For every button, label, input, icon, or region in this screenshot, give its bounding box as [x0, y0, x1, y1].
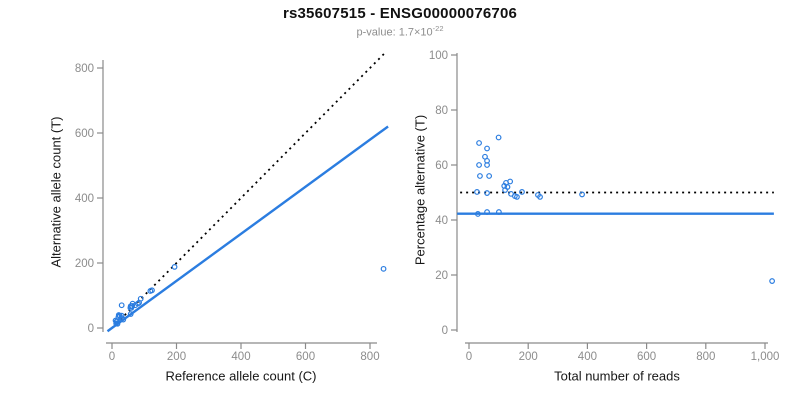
data-point [495, 134, 502, 141]
left-x-tick-label: 200 [167, 351, 186, 363]
left-x-tick-label: 400 [231, 351, 250, 363]
data-point [502, 187, 509, 193]
right-y-tick-label: 20 [435, 270, 448, 282]
data-point [171, 264, 178, 270]
data-point [769, 278, 776, 284]
right-points [474, 134, 776, 284]
data-point [380, 265, 387, 272]
identity-line [111, 51, 387, 329]
left-y-axis-title: Alternative allele count (T) [48, 116, 64, 268]
data-point [474, 189, 480, 195]
right-x-axis-title: Total number of reads [554, 368, 680, 384]
left-x-tick-label: 0 [109, 351, 115, 363]
left-x-axis-title: Reference allele count (C) [165, 368, 317, 384]
pvalue-subtitle: p-value: 1.7×10-22 [0, 24, 800, 39]
data-point [579, 191, 585, 198]
left-x-tick-label: 600 [296, 351, 315, 363]
data-point [474, 211, 481, 217]
data-point [519, 189, 525, 195]
data-point [119, 315, 125, 322]
left-y-tick-label: 800 [75, 63, 94, 75]
left-y-tick-label: 400 [75, 193, 94, 205]
data-point [486, 173, 493, 179]
right-y-axis-title: Percentage alternative (T) [412, 114, 428, 266]
data-point [484, 162, 490, 168]
data-point [118, 302, 125, 309]
right-y-tick-label: 100 [429, 50, 448, 62]
data-point [476, 162, 482, 168]
data-point [149, 287, 155, 294]
pvalue-base: 1.7×10 [398, 26, 433, 39]
right-x-tick-label: 200 [519, 351, 538, 363]
pvalue-label: p-value: [356, 26, 396, 39]
data-point [137, 295, 144, 302]
right-y-tick-label: 40 [435, 215, 448, 227]
right-x-tick-label: 1,000 [751, 351, 780, 363]
right-x-tick-label: 600 [637, 351, 656, 363]
data-point [476, 140, 482, 146]
right-y-tick-label: 80 [435, 105, 448, 117]
data-point [114, 320, 121, 327]
data-point [484, 190, 490, 196]
data-point [127, 311, 134, 317]
data-point [477, 173, 483, 179]
data-point [484, 209, 490, 215]
right-x-tick-label: 0 [466, 351, 472, 363]
data-point [120, 316, 127, 323]
data-point [495, 209, 502, 215]
left-points [112, 264, 387, 327]
right-y-tick-label: 60 [435, 160, 448, 172]
left-panel: 0 200 400 600 800 0 200 400 600 800 [75, 51, 389, 363]
left-x-tick-label: 800 [360, 351, 379, 363]
left-y-tick-label: 200 [75, 258, 94, 270]
fit-line [106, 125, 389, 333]
pvalue-exponent: -22 [432, 24, 444, 33]
data-point [128, 304, 135, 311]
page-title: rs35607515 - ENSG00000076706 [282, 5, 518, 22]
left-x-axis: 0 200 400 600 800 [106, 342, 380, 363]
right-panel: 0 20 40 60 80 100 0 200 400 600 800 1,000 [429, 50, 780, 363]
data-point [514, 193, 520, 200]
right-x-tick-label: 800 [696, 351, 715, 363]
right-y-axis: 0 20 40 60 80 100 [429, 50, 458, 337]
left-y-tick-label: 0 [88, 323, 94, 335]
data-point [537, 193, 543, 200]
data-point [484, 145, 490, 152]
left-y-tick-label: 600 [75, 128, 94, 140]
left-y-axis: 0 200 400 600 800 [75, 60, 104, 335]
right-x-tick-label: 400 [578, 351, 597, 363]
right-x-axis: 0 200 400 600 800 1,000 [465, 342, 780, 363]
right-y-tick-label: 0 [442, 325, 448, 337]
